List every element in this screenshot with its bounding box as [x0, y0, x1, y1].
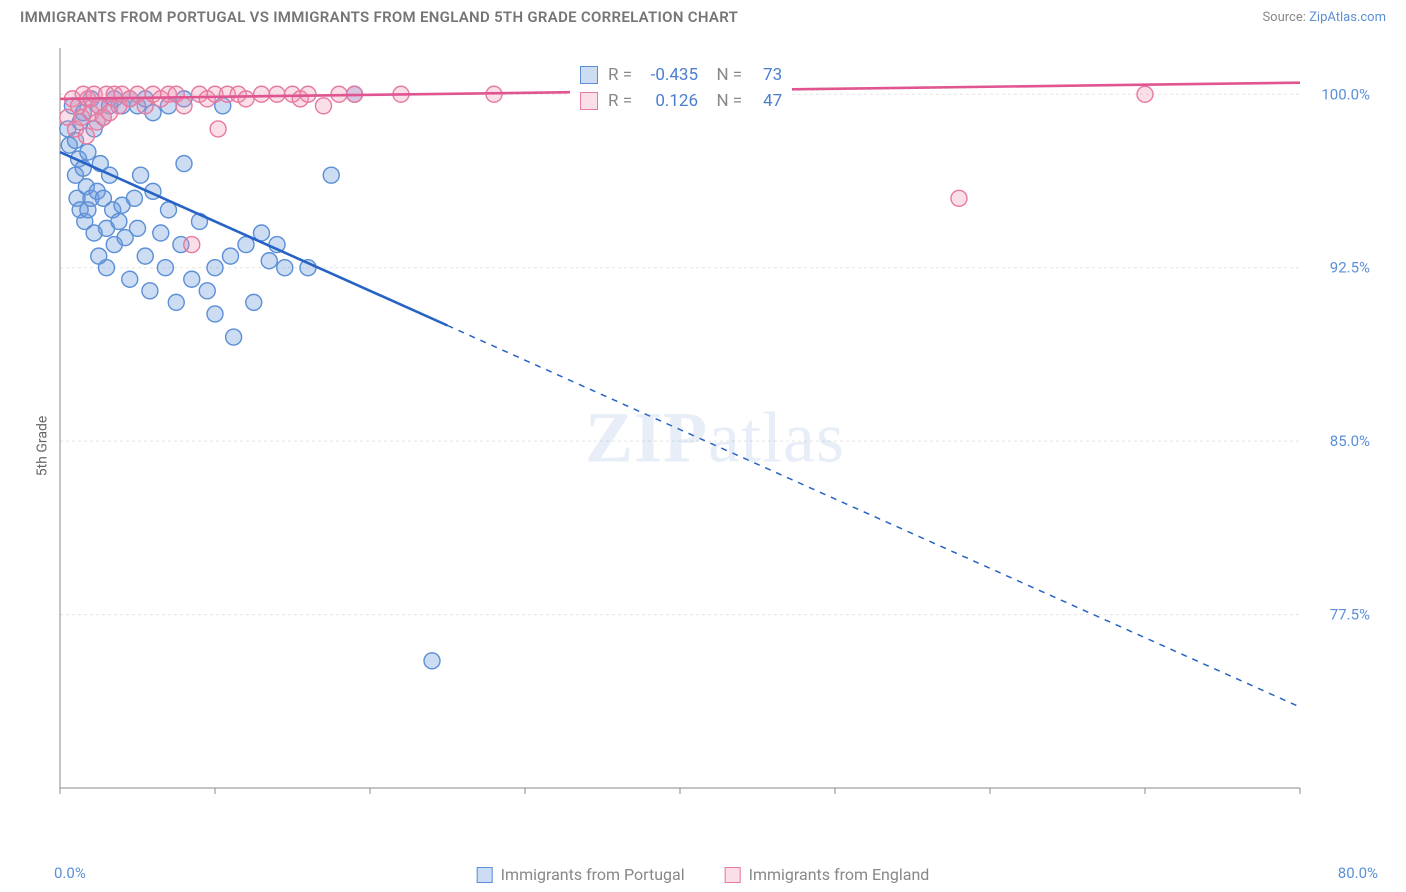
svg-text:77.5%: 77.5% [1330, 606, 1370, 624]
svg-text:92.5%: 92.5% [1330, 259, 1370, 277]
svg-text:85.0%: 85.0% [1330, 432, 1370, 450]
x-axis-min-label: 0.0% [54, 864, 86, 882]
svg-text:100.0%: 100.0% [1321, 85, 1370, 103]
legend-item-portugal: Immigrants from Portugal [477, 865, 685, 884]
source-link[interactable]: ZipAtlas.com [1309, 10, 1386, 25]
chart-area: 77.5%85.0%92.5%100.0% ZIPatlas R = -0.43… [50, 38, 1380, 838]
legend-item-england: Immigrants from England [725, 865, 930, 884]
x-axis-max-label: 80.0% [1338, 864, 1378, 882]
correlation-legend: R = -0.435 N = 73R = 0.126 N = 47 [570, 62, 792, 114]
legend-bottom: Immigrants from Portugal Immigrants from… [477, 865, 930, 884]
scatter-chart: 77.5% 85.0% 92.5% 100.0% [50, 38, 1380, 838]
chart-title: IMMIGRANTS FROM PORTUGAL VS IMMIGRANTS F… [20, 8, 738, 26]
source-label: Source: ZipAtlas.com [1262, 10, 1386, 25]
y-axis-label: 5th Grade [34, 416, 50, 477]
